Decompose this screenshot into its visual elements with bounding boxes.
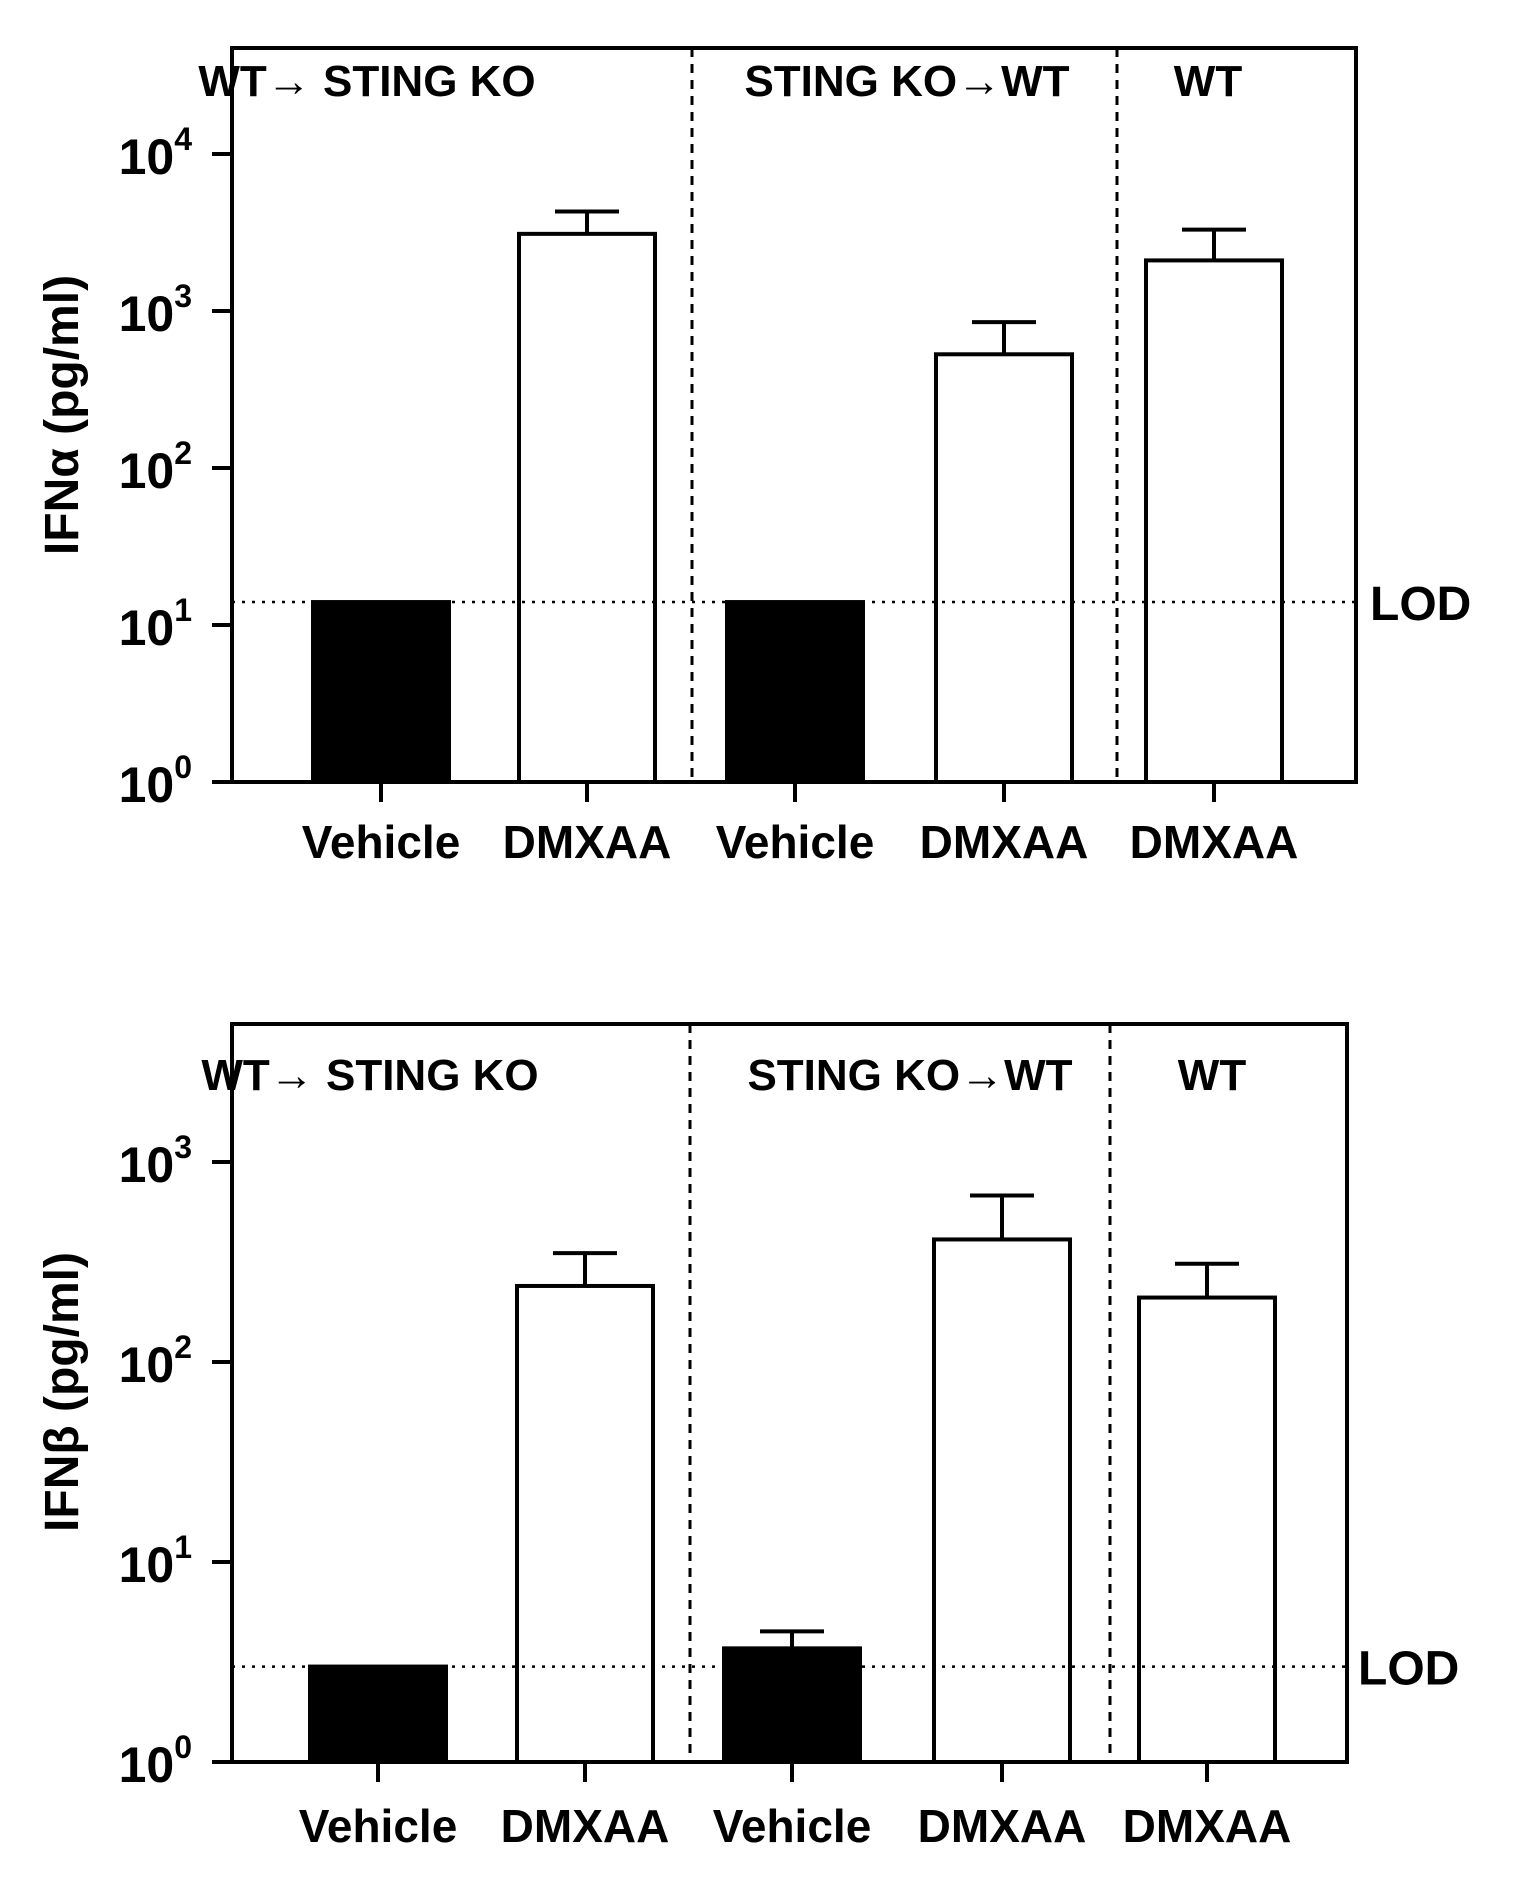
y-tick-label: 104 <box>119 121 193 185</box>
chart-panel-2: LOD 100 101 102 103 Vehicle DMXAA Vehicle DMXAA D… <box>36 1022 1459 1852</box>
bar-5 <box>1137 1295 1277 1764</box>
x-tick-label: Vehicle <box>713 1800 872 1852</box>
group-label: STING KO→WT <box>744 57 1069 106</box>
bar-1 <box>308 1664 448 1765</box>
y-tick-label: 100 <box>119 1729 192 1793</box>
chart-panel-1: LOD 100 101 102 103 104 Vehicle DMXAA Vehicle DMX… <box>36 46 1471 868</box>
bar-4 <box>934 352 1074 784</box>
y-tick-label: 100 <box>119 749 192 813</box>
y-tick-label: 102 <box>119 435 192 499</box>
y-tick-label: 101 <box>119 592 192 656</box>
y-tick-label: 103 <box>119 278 192 342</box>
bar-3 <box>725 600 865 785</box>
x-tick-label: Vehicle <box>299 1800 458 1852</box>
y-tick-label: 101 <box>119 1529 192 1593</box>
lod-label: LOD <box>1358 1643 1459 1696</box>
bar-5 <box>1144 258 1284 784</box>
y-tick-label: 103 <box>119 1129 192 1193</box>
x-tick-label: DMXAA <box>918 1800 1087 1852</box>
x-tick-label: DMXAA <box>920 816 1089 868</box>
plot-frame <box>230 1022 1349 1764</box>
group-label: STING KO→WT <box>747 1051 1072 1100</box>
group-label: WT <box>1178 1051 1247 1100</box>
x-tick-label: Vehicle <box>716 816 875 868</box>
x-tick-label: DMXAA <box>1123 1800 1292 1852</box>
bar-2 <box>515 1283 655 1764</box>
group-label: WT→ STING KO <box>198 57 535 106</box>
lod-label: LOD <box>1370 578 1471 631</box>
bar-4 <box>932 1237 1072 1764</box>
group-label: WT <box>1174 57 1243 106</box>
x-tick-label: DMXAA <box>503 816 672 868</box>
x-tick-label: DMXAA <box>1130 816 1299 868</box>
bar-1 <box>311 600 451 785</box>
group-label: WT→ STING KO <box>201 1051 538 1100</box>
y-axis-label: IFNβ (pg/ml) <box>36 1252 89 1532</box>
y-axis-label: IFNα (pg/ml) <box>36 275 89 555</box>
x-tick-label: DMXAA <box>501 1800 670 1852</box>
y-tick-label: 102 <box>119 1329 192 1393</box>
x-tick-label: Vehicle <box>302 816 461 868</box>
bar-2 <box>517 231 657 785</box>
